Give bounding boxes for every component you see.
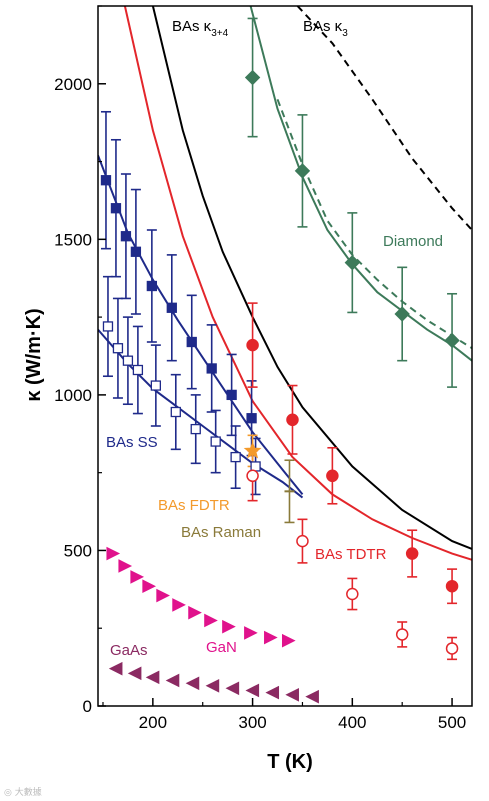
annotation-bas-k34: BAs κ3+4 — [172, 18, 229, 39]
x-tick-label: 300 — [238, 713, 266, 732]
annotation-bas-k34-sub: 3+4 — [211, 28, 228, 39]
point-gan — [156, 588, 170, 603]
point-bas-tdtr-filled — [286, 413, 299, 427]
point-bas-ss-open — [230, 451, 241, 463]
point-bas-tdtr-filled — [246, 338, 259, 352]
point-bas-tdtr-filled — [405, 547, 419, 560]
point-gan — [281, 633, 296, 648]
point-bas-ss-open — [210, 436, 221, 447]
point-diamond-data — [344, 254, 361, 271]
point-bas-ss-filled — [120, 231, 132, 242]
point-bas-ss-open — [112, 343, 124, 354]
point-gan — [118, 559, 133, 573]
annotation-gan: GaN — [206, 639, 237, 656]
y-tick-label: 0 — [83, 697, 92, 716]
y-tick-label: 1000 — [54, 386, 92, 405]
point-gaas — [285, 687, 299, 702]
point-bas-ss-filled — [186, 336, 197, 348]
y-tick-label: 500 — [64, 541, 92, 560]
y-axis-title: κ (W/m·K) — [23, 308, 45, 401]
annotation-bas-fdtr: BAs FDTR — [158, 497, 230, 514]
curve-bas-k34 — [151, 6, 472, 550]
point-gan — [264, 630, 278, 645]
point-bas-ss-filled — [100, 175, 112, 186]
point-gaas — [108, 661, 123, 676]
point-bas-tdtr-open — [346, 587, 359, 601]
point-gaas — [305, 689, 319, 704]
x-tick-label: 400 — [338, 713, 366, 732]
point-gaas — [225, 681, 240, 696]
watermark: ◎ 大數據 — [4, 788, 42, 798]
point-gan — [106, 546, 121, 561]
data-markers — [100, 69, 460, 704]
annotation-bas-k34-main: BAs κ — [172, 18, 212, 35]
point-bas-tdtr-open — [296, 534, 309, 548]
point-diamond-data — [444, 332, 460, 349]
annotation-gaas: GaAs — [110, 642, 148, 659]
point-bas-ss-filled — [206, 363, 217, 374]
curve-bas-tdtr-fit — [123, 6, 472, 561]
point-gaas — [245, 683, 260, 698]
y-tick-label: 1500 — [54, 230, 92, 249]
point-bas-ss-filled — [246, 413, 257, 424]
x-axis-title: T (K) — [267, 751, 313, 773]
point-gaas — [145, 670, 160, 685]
point-gaas — [165, 673, 180, 688]
point-diamond-data — [244, 69, 261, 86]
annotation-bas-k3-sub: 3 — [342, 28, 348, 39]
point-bas-tdtr-open — [445, 642, 459, 655]
annotation-bas-k3: BAs κ3 — [303, 18, 348, 39]
point-gan — [222, 619, 236, 634]
point-bas-fdtr — [243, 441, 262, 459]
plot-frame — [97, 5, 473, 707]
chart-text: T (K) κ (W/m·K) BAs κ3+4 BAs κ3 Diamond … — [23, 18, 443, 773]
annotation-diamond: Diamond — [383, 233, 443, 250]
point-bas-ss-filled — [166, 302, 177, 313]
curve-diamond-fit — [249, 6, 472, 362]
point-bas-ss-open — [122, 355, 134, 366]
point-gan — [204, 613, 218, 628]
y-tick-label: 2000 — [54, 75, 92, 94]
point-bas-ss-filled — [146, 280, 158, 292]
point-bas-ss-open — [190, 423, 201, 435]
point-diamond-data — [294, 163, 311, 179]
curve-diamond-fit-2 — [276, 98, 472, 350]
point-bas-ss-open — [170, 406, 181, 418]
point-gaas — [265, 685, 280, 700]
point-gan — [142, 579, 156, 594]
point-gaas — [205, 678, 220, 693]
point-gan — [188, 605, 202, 620]
point-bas-ss-filled — [226, 389, 237, 401]
point-gan — [172, 598, 186, 612]
axes: 200 300 400 500 0 500 1000 1500 2000 — [54, 5, 473, 732]
point-gaas — [185, 676, 200, 691]
point-gaas — [127, 666, 142, 681]
annotation-bas-ss: BAs SS — [106, 434, 158, 451]
point-bas-ss-open — [102, 321, 114, 332]
point-bas-ss-filled — [110, 203, 122, 214]
x-tick-label: 200 — [139, 713, 167, 732]
point-bas-ss-open — [132, 364, 144, 376]
annotation-bas-raman: BAs Raman — [181, 524, 261, 541]
curve-bas-k3 — [296, 6, 472, 231]
point-bas-ss-open — [150, 380, 161, 391]
point-gan — [130, 570, 145, 584]
point-bas-ss-filled — [130, 246, 142, 257]
point-gan — [244, 626, 258, 640]
point-bas-tdtr-open — [246, 469, 259, 483]
annotation-bas-k3-main: BAs κ — [303, 18, 343, 35]
point-bas-tdtr-open — [395, 628, 409, 641]
point-diamond-data — [394, 306, 410, 322]
point-bas-tdtr-filled — [326, 469, 339, 483]
x-tick-label: 500 — [438, 713, 466, 732]
annotation-bas-tdtr: BAs TDTR — [315, 546, 387, 563]
point-bas-tdtr-filled — [445, 579, 459, 593]
